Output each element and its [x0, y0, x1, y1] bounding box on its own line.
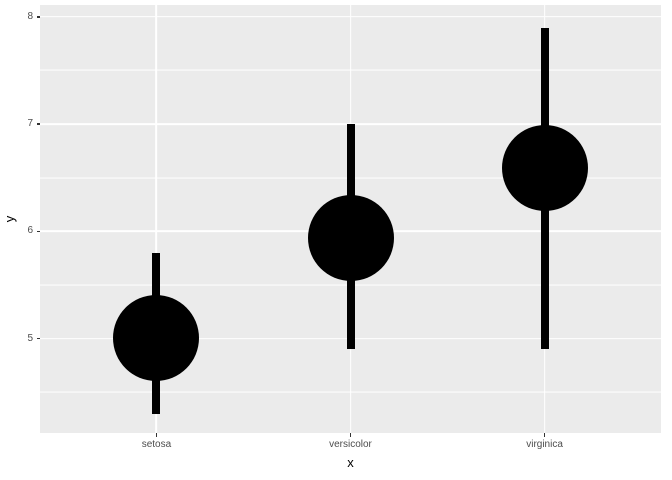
x-axis-title: x: [347, 455, 354, 470]
y-axis-title: y: [2, 215, 17, 223]
x-tick-label: setosa: [141, 439, 172, 450]
y-tick-mark: [36, 16, 40, 18]
y-tick-mark: [36, 123, 40, 125]
y-tick-mark: [36, 337, 40, 340]
y-tick-mark: [36, 230, 40, 233]
x-tick-label: versicolor: [329, 439, 372, 450]
pointrange-dot-setosa: [113, 294, 200, 381]
x-tick-label: virginica: [526, 439, 563, 450]
gridline-major-x: [155, 5, 158, 433]
pointrange-dot-virginica: [501, 125, 588, 212]
y-tick-label: 5: [27, 332, 33, 344]
plot-panel: [40, 5, 661, 433]
y-tick-label: 8: [27, 10, 33, 22]
pointrange-dot-versicolor: [307, 194, 394, 281]
x-tick-mark: [155, 433, 158, 437]
y-tick-label: 7: [27, 118, 33, 130]
x-tick-mark: [543, 433, 546, 437]
x-tick-mark: [349, 433, 352, 437]
y-tick-label: 6: [27, 225, 33, 237]
